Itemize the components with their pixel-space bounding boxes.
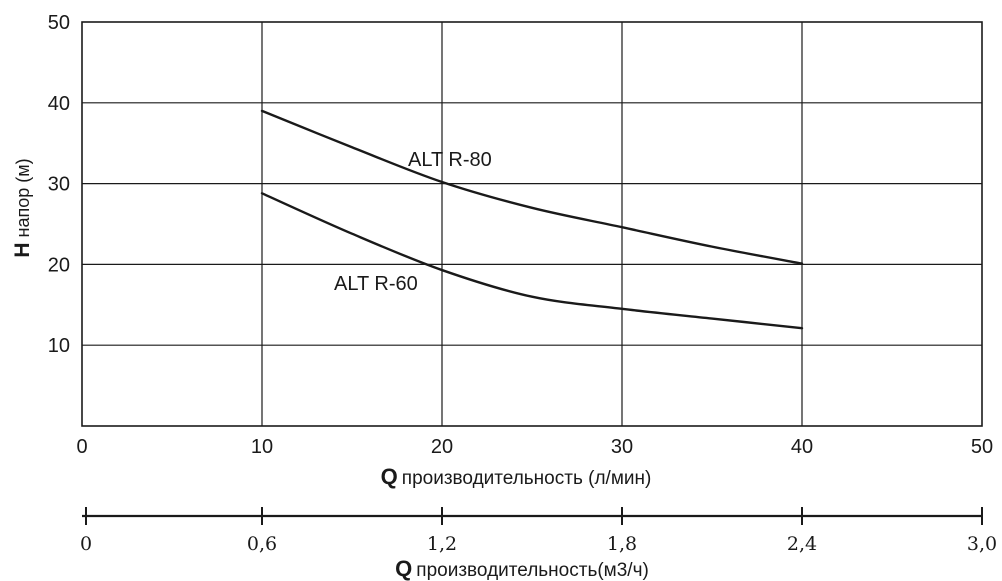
secondary-x-tick-label: 0 xyxy=(80,533,92,555)
y-tick-label: 20 xyxy=(48,254,70,276)
series-label: ALT R-80 xyxy=(408,149,492,171)
x-tick-label: 10 xyxy=(251,436,273,458)
secondary-x-tick-label: 3,0 xyxy=(967,533,997,555)
y-tick-label: 50 xyxy=(48,12,70,34)
secondary-x-axis-title-q: Q xyxy=(395,556,412,581)
secondary-x-tick-label: 0,6 xyxy=(247,533,277,555)
y-axis-title: Hнапор (м) xyxy=(11,158,34,257)
y-axis-title-text: напор (м) xyxy=(13,158,33,237)
x-tick-label: 40 xyxy=(791,436,813,458)
x-axis-ticks: 0 10 20 30 40 50 xyxy=(76,436,993,458)
y-axis-ticks: 10 20 30 40 50 xyxy=(48,12,70,357)
series-label: ALT R-60 xyxy=(334,273,418,295)
x-tick-label: 0 xyxy=(76,436,87,458)
secondary-x-tick-label: 1,2 xyxy=(427,533,457,555)
chart-series xyxy=(260,109,804,330)
secondary-x-axis: 0 0,6 1,2 1,8 2,4 3,0 xyxy=(80,507,997,555)
series-line-alt-r-60 xyxy=(260,192,804,330)
secondary-x-axis-title-text: производительность(м3/ч) xyxy=(416,560,649,581)
x-tick-label: 50 xyxy=(971,436,993,458)
chart-grid xyxy=(82,22,982,426)
x-axis-title-text: производительность (л/мин) xyxy=(402,468,652,489)
y-tick-label: 40 xyxy=(48,93,70,115)
plot-frame xyxy=(81,21,983,427)
y-tick-label: 30 xyxy=(48,174,70,196)
series-labels: ALT R-80 ALT R-60 xyxy=(334,149,492,295)
x-axis-title-q: Q xyxy=(381,464,398,489)
y-axis-title-h: H xyxy=(11,242,34,257)
series-line-alt-r-80 xyxy=(260,109,804,265)
x-tick-label: 20 xyxy=(431,436,453,458)
secondary-x-tick-label: 2,4 xyxy=(787,533,817,555)
y-tick-label: 10 xyxy=(48,335,70,357)
secondary-x-tick-label: 1,8 xyxy=(607,533,637,555)
x-tick-label: 30 xyxy=(611,436,633,458)
